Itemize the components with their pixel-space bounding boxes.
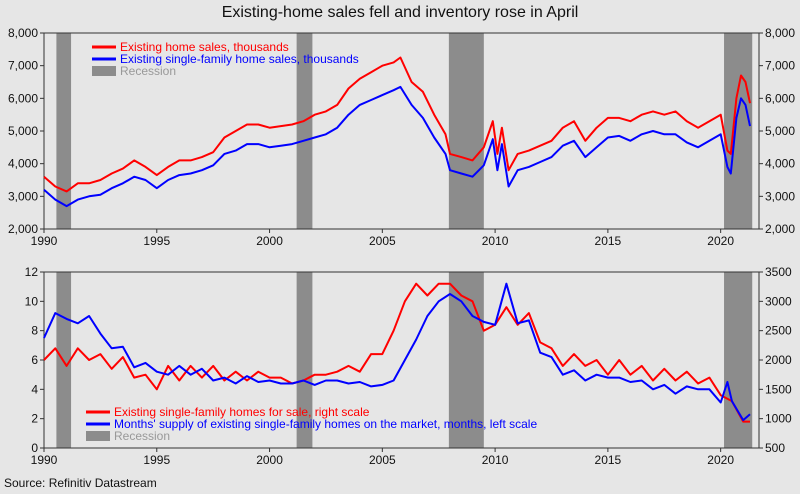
top-right-y-tick-label: 2,000: [765, 222, 795, 236]
top-right-y-tick-label: 4,000: [765, 157, 795, 171]
top-legend-swatch: [92, 66, 116, 76]
bottom-y-tick-label: 8: [31, 324, 38, 338]
bottom-right-y-tick-label: 1000: [765, 412, 792, 426]
bottom-right-y-tick-label: 3500: [765, 265, 792, 279]
top-y-tick-label: 5,000: [8, 124, 38, 138]
top-right-y-tick-label: 5,000: [765, 124, 795, 138]
top-recession-bar: [56, 33, 72, 229]
bottom-y-tick-label: 6: [31, 353, 38, 367]
top-y-tick-label: 4,000: [8, 157, 38, 171]
top-right-y-tick-label: 6,000: [765, 91, 795, 105]
bottom-plot-area: [44, 272, 759, 448]
bottom-legend-label: Months' supply of existing single-family…: [114, 417, 537, 431]
top-x-tick-label: 2015: [595, 234, 622, 248]
top-y-tick-label: 6,000: [8, 91, 38, 105]
bottom-x-tick-label: 2020: [707, 453, 734, 467]
bottom-x-tick-label: 2000: [256, 453, 283, 467]
bottom-legend-label: Existing single-family homes for sale, r…: [114, 405, 370, 419]
bottom-x-tick-label: 1995: [143, 453, 170, 467]
bottom-right-y-tick-label: 2500: [765, 324, 792, 338]
bottom-recession-bar: [296, 272, 313, 448]
top-legend-label: Recession: [120, 64, 176, 78]
bottom-y-tick-label: 10: [25, 294, 39, 308]
top-y-tick-label: 7,000: [8, 59, 38, 73]
top-right-y-tick-label: 8,000: [765, 26, 795, 40]
bottom-right-y-tick-label: 2000: [765, 353, 792, 367]
bottom-legend-label: Recession: [114, 429, 170, 443]
top-series-2-line: [43, 85, 751, 208]
top-series-1-line: [43, 56, 751, 193]
bottom-y-tick-label: 12: [25, 265, 39, 279]
top-x-tick-label: 2005: [369, 234, 396, 248]
bottom-legend-swatch: [86, 431, 110, 441]
chart-title: Existing-home sales fell and inventory r…: [221, 4, 579, 21]
top-recession-bar: [296, 33, 313, 229]
bottom-x-tick-label: 2010: [482, 453, 509, 467]
source-note: Source: Refinitiv Datastream: [4, 476, 157, 490]
top-x-tick-label: 2000: [256, 234, 283, 248]
top-x-tick-label: 2010: [482, 234, 509, 248]
bottom-y-tick-label: 0: [31, 441, 38, 455]
top-x-tick-label: 2020: [707, 234, 734, 248]
bottom-right-y-tick-label: 3000: [765, 294, 792, 308]
top-x-tick-label: 1990: [31, 234, 58, 248]
bottom-y-tick-label: 4: [31, 382, 38, 396]
top-right-y-tick-label: 7,000: [765, 59, 795, 73]
bottom-x-tick-label: 2015: [595, 453, 622, 467]
top-legend-label: Existing single-family home sales, thous…: [120, 52, 359, 66]
top-x-tick-label: 1995: [143, 234, 170, 248]
bottom-right-y-tick-label: 1500: [765, 382, 792, 396]
top-right-y-tick-label: 3,000: [765, 189, 795, 203]
top-plot-area: [44, 33, 759, 229]
top-legend-label: Existing home sales, thousands: [120, 40, 289, 54]
bottom-series-2-line: [43, 282, 751, 422]
top-recession-bar: [448, 33, 484, 229]
bottom-x-tick-label: 1990: [31, 453, 58, 467]
bottom-series-1-line: [43, 282, 750, 423]
top-y-tick-label: 8,000: [8, 26, 38, 40]
top-y-tick-label: 3,000: [8, 189, 38, 203]
bottom-recession-bar: [448, 272, 484, 448]
bottom-y-tick-label: 2: [31, 412, 38, 426]
bottom-right-y-tick-label: 500: [765, 441, 785, 455]
bottom-recession-bar: [724, 272, 753, 448]
top-recession-bar: [724, 33, 753, 229]
bottom-x-tick-label: 2005: [369, 453, 396, 467]
top-y-tick-label: 2,000: [8, 222, 38, 236]
